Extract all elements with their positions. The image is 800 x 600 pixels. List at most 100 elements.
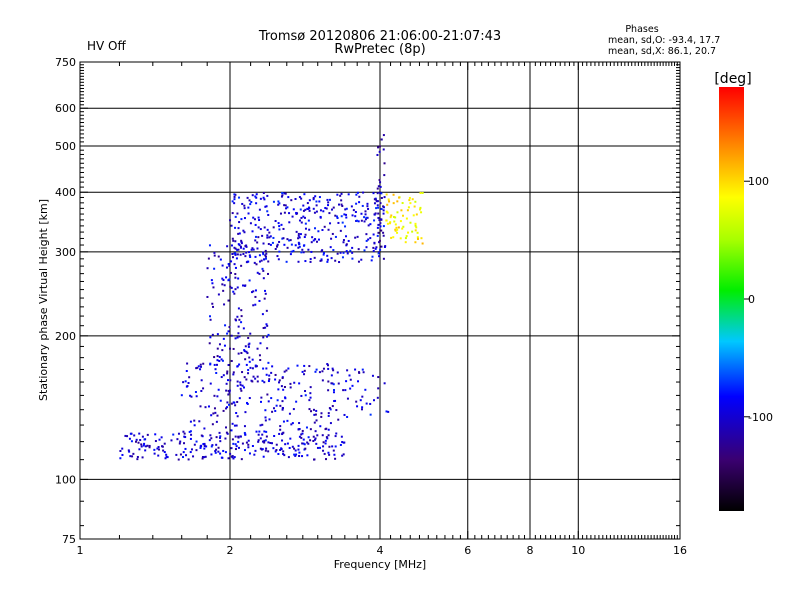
echo-point (224, 426, 227, 429)
echo-point (247, 343, 250, 346)
echo-point (179, 453, 182, 456)
echo-point (262, 253, 265, 256)
echo-point (274, 219, 277, 222)
echo-point (300, 394, 303, 397)
echo-point (180, 394, 183, 397)
echo-point (255, 202, 258, 205)
echo-point (394, 216, 397, 219)
echo-point (268, 236, 271, 239)
echo-point (253, 261, 256, 264)
echo-point (236, 400, 239, 403)
echo-point (376, 204, 379, 207)
echo-point (379, 248, 382, 251)
echo-point (334, 214, 337, 217)
echo-point (301, 455, 304, 458)
echo-point (341, 256, 344, 259)
echo-point (229, 379, 232, 382)
echo-point (382, 225, 385, 228)
echo-point (372, 233, 375, 236)
echo-point (297, 260, 300, 263)
echo-point (355, 400, 358, 403)
echo-point (251, 367, 254, 370)
echo-point (373, 202, 376, 205)
echo-point (402, 225, 405, 228)
echo-point (379, 185, 382, 188)
grid-lines (80, 62, 680, 539)
stats-x-mode: mean, sd,X: 86.1, 20.7 (608, 46, 716, 57)
echo-point (209, 362, 212, 365)
echo-point (376, 396, 379, 399)
echo-point (339, 229, 342, 232)
echo-point (351, 251, 354, 254)
echo-point (240, 315, 243, 318)
echo-point (267, 260, 270, 263)
echo-point (269, 243, 272, 246)
echo-point (195, 367, 198, 370)
echo-point (274, 409, 277, 412)
echo-point (230, 224, 233, 227)
echo-point (367, 238, 370, 241)
echo-point (379, 225, 382, 228)
echo-point (266, 228, 269, 231)
echo-point (297, 428, 300, 431)
echo-point (416, 236, 419, 239)
echo-point (121, 453, 124, 456)
echo-point (361, 406, 364, 409)
echo-point (284, 192, 287, 195)
echo-point (376, 200, 379, 203)
echo-point (252, 248, 255, 251)
echo-point (397, 226, 400, 229)
echo-point (276, 255, 279, 258)
echo-point (202, 387, 205, 390)
echo-point (282, 453, 285, 456)
echo-point (257, 433, 260, 436)
echo-point (164, 457, 167, 460)
echo-point (377, 387, 380, 390)
echo-point (286, 246, 289, 249)
echo-point (245, 251, 248, 254)
echo-point (253, 218, 256, 221)
echo-point (261, 423, 264, 426)
echo-point (136, 458, 139, 461)
echo-point (333, 453, 336, 456)
echo-point (248, 452, 251, 455)
echo-point (382, 134, 385, 137)
echo-point (279, 425, 282, 428)
echo-point (281, 377, 284, 380)
echo-point (264, 289, 267, 292)
echo-point (213, 267, 216, 270)
echo-point (146, 444, 149, 447)
echo-point (298, 196, 301, 199)
echo-point (293, 381, 296, 384)
echo-point (246, 352, 249, 355)
echo-point (247, 368, 250, 371)
echo-point (234, 318, 237, 321)
echo-point (230, 429, 233, 432)
echo-point (258, 354, 261, 357)
echo-point (212, 286, 215, 289)
echo-point (304, 260, 307, 263)
echo-point (208, 342, 211, 345)
echo-point (345, 207, 348, 210)
echo-point (336, 193, 339, 196)
echo-point (134, 440, 137, 443)
echo-point (313, 438, 316, 441)
echo-point (247, 212, 250, 215)
echo-point (239, 381, 242, 384)
echo-point (276, 243, 279, 246)
echo-point (231, 438, 234, 441)
echo-point (302, 251, 305, 254)
echo-point (237, 435, 240, 438)
echo-point (388, 222, 391, 225)
echo-point (265, 373, 268, 376)
echo-point (378, 191, 381, 194)
echo-point (304, 227, 307, 230)
echo-point (163, 451, 166, 454)
echo-point (278, 228, 281, 231)
echo-point (326, 437, 329, 440)
echo-point (210, 445, 213, 448)
echo-point (201, 455, 204, 458)
echo-point (323, 452, 326, 455)
echo-point (335, 409, 338, 412)
echo-point (264, 326, 267, 329)
